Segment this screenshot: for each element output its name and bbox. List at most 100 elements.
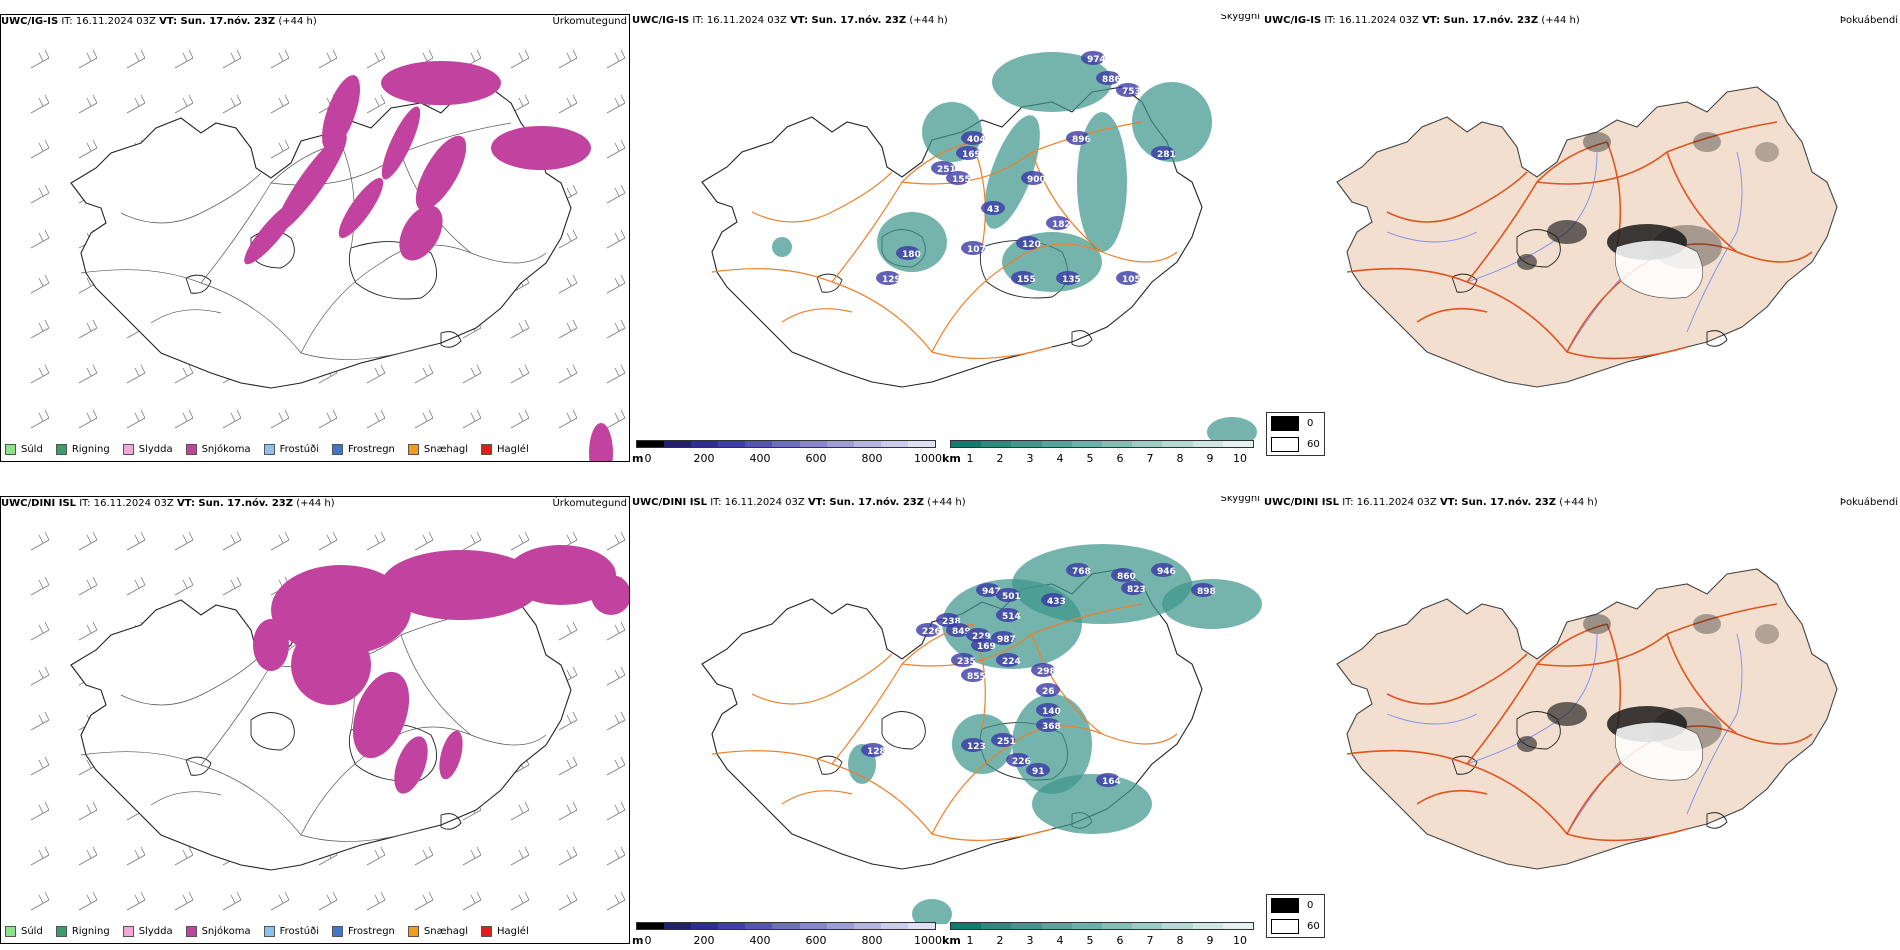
cloud-visibility-panel: UWC/DINI ISL IT: 16.11.2024 03Z VT: Sun.… (632, 496, 1262, 948)
colorbar-tick: 600 (805, 934, 827, 947)
wind-barb (606, 846, 626, 866)
glacier-outline (185, 756, 212, 776)
fog-legend-row: 0 (1267, 895, 1324, 916)
wind-barb (606, 801, 626, 821)
wind-barb (174, 364, 194, 384)
wind-barb (606, 274, 626, 294)
wind-barb (558, 891, 578, 911)
road-line (1386, 653, 1528, 705)
iceland-coastline (70, 87, 572, 389)
legend-swatch (185, 444, 197, 455)
fog-legend-row: 0 (1267, 413, 1324, 434)
cloud-base-label: 501 (1002, 592, 1021, 602)
wind-barb (606, 711, 626, 731)
cloud-base-label: 180 (902, 250, 921, 260)
wind-barb (462, 846, 482, 866)
colorbar-tick: 2 (996, 934, 1004, 947)
low-visibility-area (1162, 579, 1262, 629)
legend-swatch (481, 926, 493, 937)
road-line (831, 141, 973, 283)
model-name: UWC/IG-IS (632, 15, 690, 26)
legend-swatch (332, 926, 343, 937)
low-cloud-spot (1121, 581, 1145, 595)
low-cloud-spot (971, 638, 995, 652)
wind-barb (30, 621, 50, 641)
fog-area (1517, 736, 1537, 752)
colorbar-gradient (636, 440, 936, 448)
cloud-base-label: 91 (1032, 767, 1045, 777)
legend-swatch (122, 926, 134, 937)
cloud-base-label: 182 (1052, 220, 1071, 230)
glacier-outline (881, 711, 926, 750)
cloud-base-label: 251 (937, 165, 956, 175)
river-line (1386, 713, 1478, 725)
cloud-base-label: 860 (1117, 572, 1136, 582)
legend-label: Snæhagl (423, 444, 469, 455)
cloud-base-colorbar: m 0 200 400 600 800 1000 (632, 440, 942, 466)
legend-swatch (122, 444, 134, 455)
cloud-base-label: 226 (1012, 757, 1031, 767)
road-line (200, 142, 342, 284)
low-visibility-area (877, 212, 947, 272)
cloud-base-label: 224 (1002, 657, 1021, 667)
wind-barb (510, 801, 530, 821)
lead-time: (+44 h) (278, 16, 317, 27)
wind-barb (30, 711, 50, 731)
wind-barb (222, 409, 242, 429)
fog-legend-row: 60 (1267, 916, 1324, 937)
legend-item: Frostregn (332, 926, 395, 937)
wind-barb (78, 891, 98, 911)
legend-label: Súld (21, 444, 43, 455)
precip-legend: Súld Rigning Slydda Snjókoma Frostúði Frostre… (5, 444, 529, 455)
colorbar-tick: 200 (693, 934, 715, 947)
panel-header: UWC/IG-IS IT: 16.11.2024 03Z VT: Sun. 17… (632, 14, 1262, 32)
cloud-base-label: 155 (1017, 275, 1036, 285)
colorbar-tick: 5 (1086, 452, 1094, 465)
low-cloud-spot (896, 246, 920, 260)
low-cloud-spot (1036, 718, 1060, 732)
colorbar-tick: 1 (966, 934, 974, 947)
panel-header: UWC/DINI ISL IT: 16.11.2024 03Z VT: Sun.… (632, 496, 1262, 514)
colorbar-tick: 400 (749, 452, 771, 465)
legend-label: Snæhagl (423, 926, 469, 937)
cloud-base-label: 514 (1002, 612, 1021, 622)
fog-legend-swatch (1271, 919, 1299, 934)
legend-item: Frostúði (263, 444, 319, 455)
legend-swatch (263, 926, 275, 937)
iceland-coastline (70, 569, 572, 871)
colorbar-tick: 9 (1206, 934, 1214, 947)
wind-barb (78, 139, 98, 159)
wind-barb (414, 531, 434, 551)
low-cloud-spot (1026, 763, 1050, 777)
snow-area (244, 201, 298, 265)
wind-barb (30, 139, 50, 159)
legend-item: Haglél (481, 926, 529, 937)
road-line (1386, 171, 1528, 223)
wind-barb (78, 94, 98, 114)
cloud-base-label: 120 (1022, 240, 1041, 250)
wind-barb (510, 49, 530, 69)
cloud-base-label: 898 (1197, 587, 1216, 597)
glacier-outline (440, 331, 462, 348)
wind-barb (174, 94, 194, 114)
colorbar-gradient (636, 922, 936, 930)
wind-barb (78, 364, 98, 384)
low-cloud-spot (996, 588, 1020, 602)
wind-barb (78, 621, 98, 641)
wind-barb (78, 409, 98, 429)
cloud-base-label: 974 (1087, 55, 1106, 65)
legend-swatch (332, 444, 343, 455)
init-time: IT: 16.11.2024 03Z (1324, 15, 1419, 26)
fog-index-legend: 0 60 (1266, 412, 1325, 456)
wind-barb (558, 621, 578, 641)
init-time: IT: 16.11.2024 03Z (1342, 497, 1437, 508)
low-cloud-spot (956, 146, 980, 160)
low-cloud-spot (1096, 71, 1120, 85)
wind-barb (126, 49, 146, 69)
fog-area (1693, 614, 1721, 634)
colorbar-tick: 400 (749, 934, 771, 947)
low-cloud-spot (991, 733, 1015, 747)
cloud-base-label: 105 (1122, 275, 1141, 285)
legend-label: Frostregn (348, 926, 395, 937)
